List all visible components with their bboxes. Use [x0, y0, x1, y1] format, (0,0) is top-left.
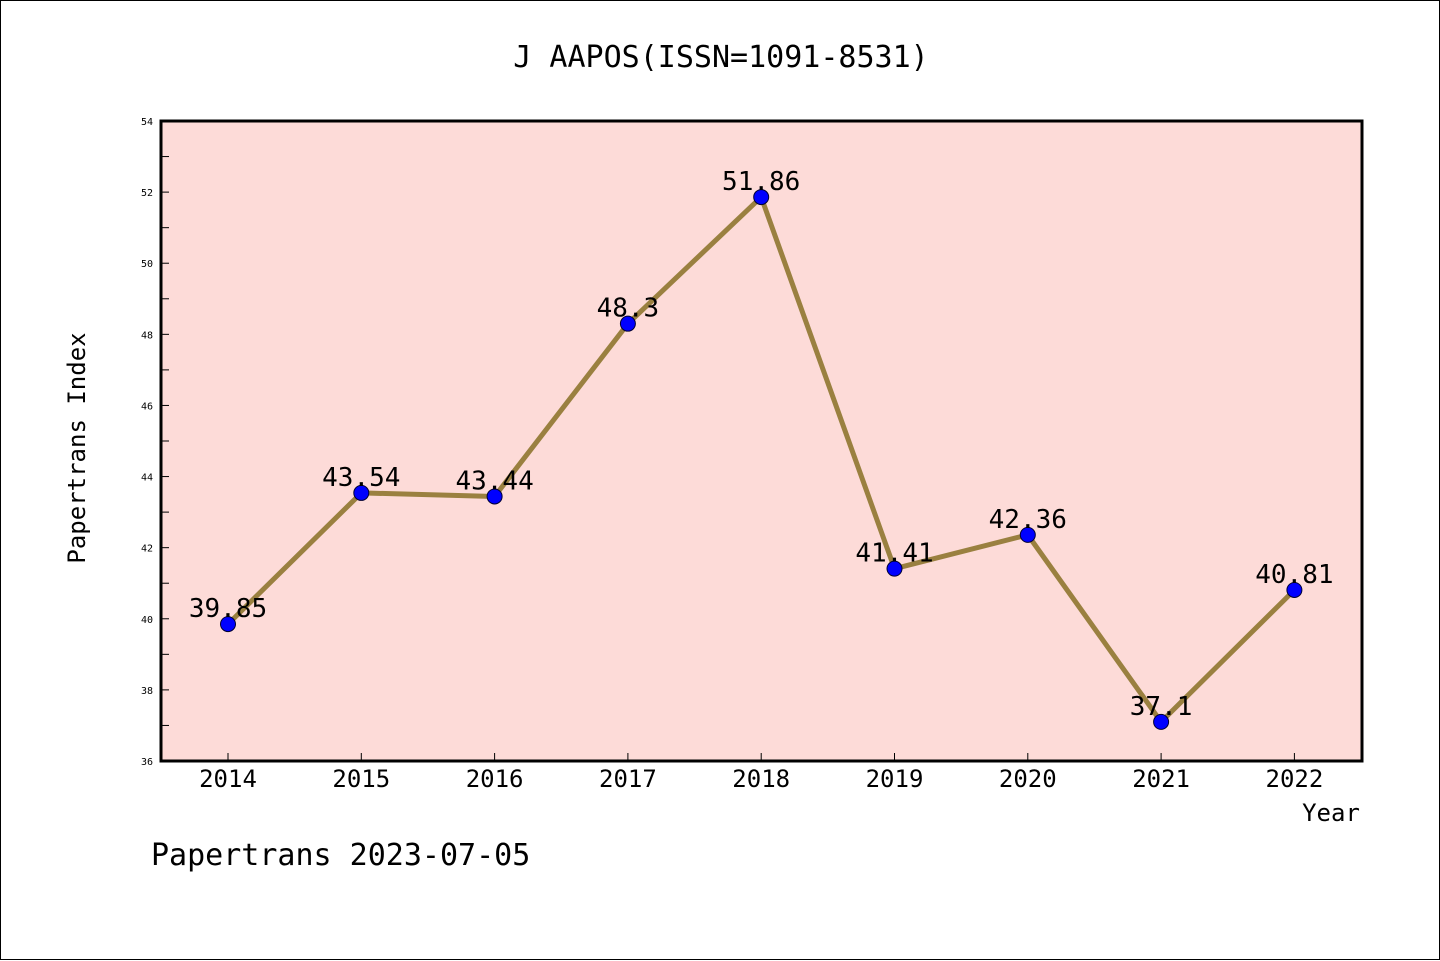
data-point-marker	[220, 616, 236, 633]
data-point-marker	[1286, 581, 1303, 598]
x-axis-label: Year	[1302, 799, 1360, 827]
y-tick-label: 46	[141, 401, 153, 412]
y-tick-label: 48	[141, 330, 153, 341]
y-tick-label: 36	[141, 757, 153, 768]
y-tick-label: 50	[141, 259, 153, 270]
data-label: 41.41	[855, 539, 933, 569]
x-tick-label: 2020	[999, 765, 1057, 793]
y-tick-label: 40	[141, 615, 153, 626]
y-axis: 36 38 40 42 44 46 48 50 52 54	[141, 117, 169, 768]
x-tick-label: 2017	[599, 765, 657, 793]
y-tick-label: 42	[141, 544, 153, 555]
data-points	[220, 189, 1303, 730]
x-tick-label: 2016	[466, 765, 524, 793]
data-label: 39.85	[189, 594, 267, 624]
plot-area	[159, 119, 1364, 763]
chart-title: J AAPOS(ISSN=1091-8531)	[513, 40, 928, 75]
footer-date-label: Papertrans 2023-07-05	[151, 838, 530, 873]
x-axis: 2014 2015 2016 2017 2018 2019 2020 2021 2022	[199, 753, 1323, 793]
data-point-marker	[753, 189, 770, 206]
x-tick-label: 2019	[866, 765, 924, 793]
y-tick-label: 54	[141, 117, 153, 128]
data-label: 40.81	[1255, 560, 1333, 590]
x-tick-label: 2018	[732, 765, 790, 793]
y-tick-label: 52	[141, 188, 153, 199]
data-point-marker	[486, 488, 503, 505]
data-point-marker	[886, 560, 903, 577]
data-label: 48.3	[597, 294, 660, 324]
y-tick-label: 44	[141, 473, 153, 484]
x-tick-label: 2014	[199, 765, 257, 793]
data-point-marker	[619, 315, 636, 332]
x-tick-label: 2022	[1266, 765, 1324, 793]
data-point-marker	[1019, 526, 1036, 543]
data-label: 42.36	[989, 505, 1067, 535]
data-label: 37.1	[1130, 692, 1193, 722]
data-label: 43.54	[322, 463, 400, 493]
data-label: 51.86	[722, 167, 800, 197]
data-point-marker	[1153, 713, 1170, 730]
y-tick-label: 38	[141, 686, 153, 697]
data-point-marker	[353, 484, 370, 501]
x-tick-label: 2015	[332, 765, 390, 793]
y-axis-label: Papertrans Index	[63, 332, 91, 563]
data-label: 43.44	[455, 466, 533, 496]
x-tick-label: 2021	[1132, 765, 1190, 793]
data-labels: 39.85 43.54 43.44 48.3 51.86 41.41 42.36 37.1 40…	[189, 167, 1334, 722]
